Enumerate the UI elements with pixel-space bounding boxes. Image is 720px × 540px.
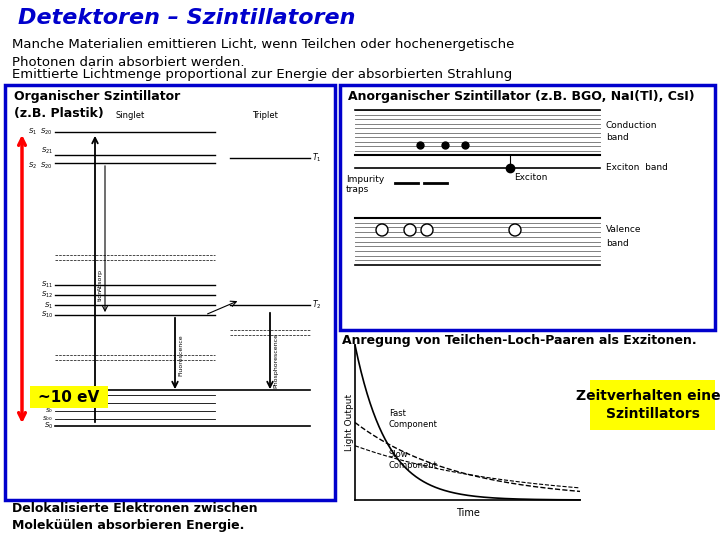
Text: Exciton  band: Exciton band (606, 164, 668, 172)
Text: $S_{00}$: $S_{00}$ (42, 415, 53, 423)
Text: $S_{12}$: $S_{12}$ (41, 290, 53, 300)
Text: Delokalisierte Elektronen zwischen
Moleküülen absorbieren Energie.: Delokalisierte Elektronen zwischen Molek… (12, 502, 258, 532)
Text: ~10 eV: ~10 eV (38, 389, 99, 404)
Text: Anorganischer Szintillator (z.B. BGO, NaI(Tl), CsI): Anorganischer Szintillator (z.B. BGO, Na… (348, 90, 695, 103)
Bar (340, 85, 715, 330)
Text: $T_2$: $T_2$ (312, 299, 322, 311)
Circle shape (421, 224, 433, 236)
Text: Exciton: Exciton (514, 173, 547, 183)
Text: Conduction: Conduction (606, 120, 657, 130)
Bar (590, 380, 715, 430)
Text: $S_{01}$: $S_{01}$ (42, 399, 53, 408)
Text: $S_{11}$: $S_{11}$ (41, 280, 53, 290)
Text: band: band (606, 239, 629, 247)
Text: $S_{00}$: $S_{00}$ (42, 390, 53, 400)
Circle shape (376, 224, 388, 236)
Text: Singlet: Singlet (115, 111, 145, 120)
Text: Anregung von Teilchen-Loch-Paaren als Exzitonen.: Anregung von Teilchen-Loch-Paaren als Ex… (342, 334, 697, 347)
Text: Fast
Component: Fast Component (389, 409, 438, 429)
Text: Manche Materialien emittieren Licht, wenn Teilchen oder hochenergetische
Photone: Manche Materialien emittieren Licht, wen… (12, 38, 514, 69)
Text: $S_{10}$: $S_{10}$ (40, 310, 53, 320)
Text: Impurity: Impurity (346, 174, 384, 184)
Text: Slow
Component: Slow Component (389, 450, 438, 470)
Text: Phosphorescence: Phosphorescence (273, 333, 278, 388)
Bar (5, 85, 335, 500)
Text: tion: tion (98, 289, 103, 301)
Circle shape (509, 224, 521, 236)
Text: $S_2$  $S_{20}$: $S_2$ $S_{20}$ (28, 161, 53, 171)
Text: Time: Time (456, 508, 480, 518)
Text: Light Output: Light Output (346, 394, 354, 451)
Text: Emittierte Lichtmenge proportional zur Energie der absorbierten Strahlung: Emittierte Lichtmenge proportional zur E… (12, 68, 512, 81)
Text: Triplet: Triplet (252, 111, 278, 120)
Circle shape (404, 224, 416, 236)
Text: $S_1$  $S_{20}$: $S_1$ $S_{20}$ (28, 127, 53, 137)
Text: Organischer Szintillator
(z.B. Plastik): Organischer Szintillator (z.B. Plastik) (14, 90, 180, 120)
Bar (30, 386, 108, 408)
Text: Absorp: Absorp (98, 269, 103, 291)
Text: $S_0$: $S_0$ (45, 407, 53, 415)
Text: Fluorescence: Fluorescence (178, 334, 183, 376)
Text: Zeitverhalten eines
Szintillators: Zeitverhalten eines Szintillators (576, 389, 720, 421)
Text: Detektoren – Szintillatoren: Detektoren – Szintillatoren (18, 8, 356, 28)
Text: $S_1$: $S_1$ (44, 301, 53, 311)
Text: $S_{21}$: $S_{21}$ (41, 146, 53, 156)
Text: band: band (606, 133, 629, 143)
Text: $S_0$: $S_0$ (44, 421, 53, 431)
Text: traps: traps (346, 185, 369, 193)
Text: $T_1$: $T_1$ (312, 152, 322, 164)
Text: Valence: Valence (606, 226, 642, 234)
